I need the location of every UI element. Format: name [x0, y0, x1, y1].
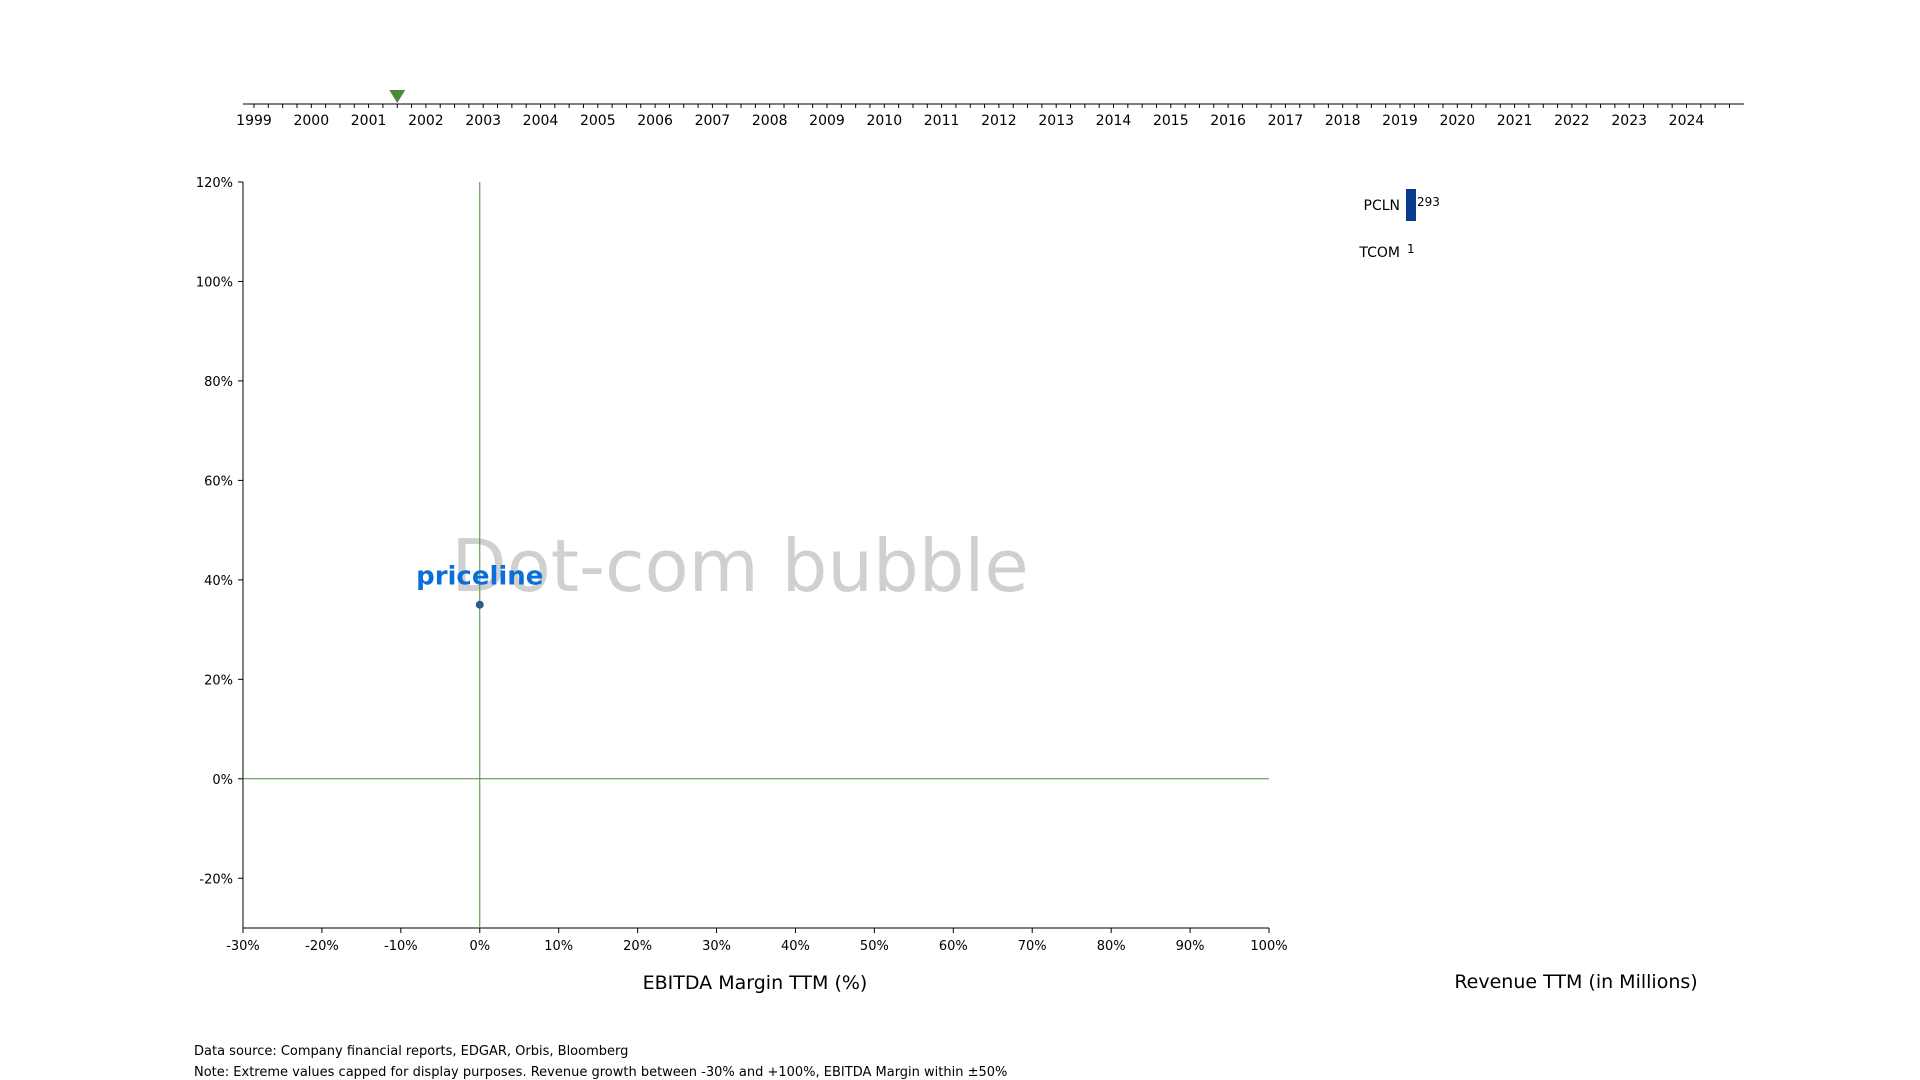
bar-axis-title: Revenue TTM (in Millions) — [1454, 971, 1697, 993]
y-tick-label: 20% — [204, 673, 233, 688]
timeline-year-label[interactable]: 2011 — [924, 113, 960, 129]
timeline-year-label[interactable]: 2013 — [1038, 113, 1074, 129]
x-tick-label: 90% — [1176, 939, 1205, 954]
capping-note: Note: Extreme values capped for display … — [194, 1065, 1008, 1080]
timeline-year-label[interactable]: 2015 — [1153, 113, 1189, 129]
x-tick-label: -20% — [305, 939, 339, 954]
timeline-year-label[interactable]: 2001 — [351, 113, 387, 129]
y-tick-label: 60% — [204, 474, 233, 489]
timeline-year-label[interactable]: 2014 — [1096, 113, 1132, 129]
x-tick-label: -30% — [226, 939, 260, 954]
data-points: priceline — [416, 562, 543, 609]
timeline-year-label[interactable]: 2023 — [1611, 113, 1647, 129]
y-tick-label: 100% — [196, 275, 233, 290]
timeline-year-label[interactable]: 2022 — [1554, 113, 1590, 129]
bar-value-label: 1 — [1407, 242, 1415, 256]
timeline-year-label[interactable]: 2009 — [809, 113, 845, 129]
timeline-year-label[interactable]: 1999 — [236, 113, 272, 129]
timeline-year-label[interactable]: 2021 — [1497, 113, 1533, 129]
timeline-year-label[interactable]: 2008 — [752, 113, 788, 129]
timeline-year-label[interactable]: 2012 — [981, 113, 1017, 129]
x-tick-label: 60% — [939, 939, 968, 954]
bar-category-label: PCLN — [1364, 198, 1401, 214]
timeline-year-label[interactable]: 2019 — [1382, 113, 1418, 129]
timeline-year-label[interactable]: 2006 — [637, 113, 673, 129]
y-tick-label: -20% — [199, 872, 233, 887]
point-logo-priceline: priceline — [416, 562, 543, 592]
data-point-priceline[interactable] — [475, 600, 484, 609]
timeline-year-label[interactable]: 2005 — [580, 113, 616, 129]
x-tick-label: 10% — [544, 939, 573, 954]
timeline-ticks — [253, 104, 1730, 108]
y-tick-label: 80% — [204, 375, 233, 390]
revenue-bars: PCLN 293 TCOM 1 — [1358, 189, 1440, 261]
timeline-year-label[interactable]: 2007 — [695, 113, 731, 129]
timeline-year-label[interactable]: 2002 — [408, 113, 444, 129]
scatter-chart: Dot-com bubble -30% -20% -10% 0% 10% 20% 30% 40… — [196, 176, 1288, 994]
y-tick-label: 120% — [196, 176, 233, 191]
x-tick-label: -10% — [384, 939, 418, 954]
revenue-bar-chart: PCLN 293 TCOM 1 Revenue TTM (in Millions) — [1358, 189, 1698, 993]
timeline-year-label[interactable]: 2000 — [293, 113, 329, 129]
x-axis-title: EBITDA Margin TTM (%) — [643, 972, 868, 994]
y-tick-label: 0% — [212, 773, 233, 788]
timeline-year-label[interactable]: 2018 — [1325, 113, 1361, 129]
x-tick-label: 70% — [1018, 939, 1047, 954]
timeline-marker-icon[interactable] — [389, 90, 406, 103]
watermark-text: Dot-com bubble — [451, 524, 1028, 608]
x-tick-label: 40% — [781, 939, 810, 954]
data-source-note: Data source: Company financial reports, … — [194, 1044, 629, 1059]
y-axis-ticks: -20% 0% 20% 40% 60% 80% 100% 120% — [196, 176, 243, 887]
x-tick-label: 100% — [1250, 939, 1287, 954]
bar-category-label: TCOM — [1358, 245, 1400, 261]
x-axis-ticks: -30% -20% -10% 0% 10% 20% 30% 40% 50% 60% 70% 80% 90… — [226, 928, 1288, 954]
x-tick-label: 0% — [469, 939, 490, 954]
x-tick-label: 80% — [1097, 939, 1126, 954]
x-tick-label: 50% — [860, 939, 889, 954]
timeline[interactable]: 1999 2000 2001 2002 2003 2004 2005 2006 2007 2008… — [236, 90, 1744, 129]
timeline-year-label[interactable]: 2020 — [1439, 113, 1475, 129]
bar-PCLN[interactable] — [1406, 189, 1416, 221]
timeline-labels: 1999 2000 2001 2002 2003 2004 2005 2006 2007 2008… — [236, 113, 1704, 129]
timeline-year-label[interactable]: 2024 — [1669, 113, 1705, 129]
timeline-year-label[interactable]: 2010 — [866, 113, 902, 129]
x-tick-label: 30% — [702, 939, 731, 954]
y-tick-label: 40% — [204, 574, 233, 589]
timeline-year-label[interactable]: 2004 — [523, 113, 559, 129]
timeline-year-label[interactable]: 2003 — [465, 113, 501, 129]
x-tick-label: 20% — [623, 939, 652, 954]
timeline-year-label[interactable]: 2016 — [1210, 113, 1246, 129]
bar-value-label: 293 — [1417, 195, 1440, 209]
timeline-year-label[interactable]: 2017 — [1268, 113, 1304, 129]
